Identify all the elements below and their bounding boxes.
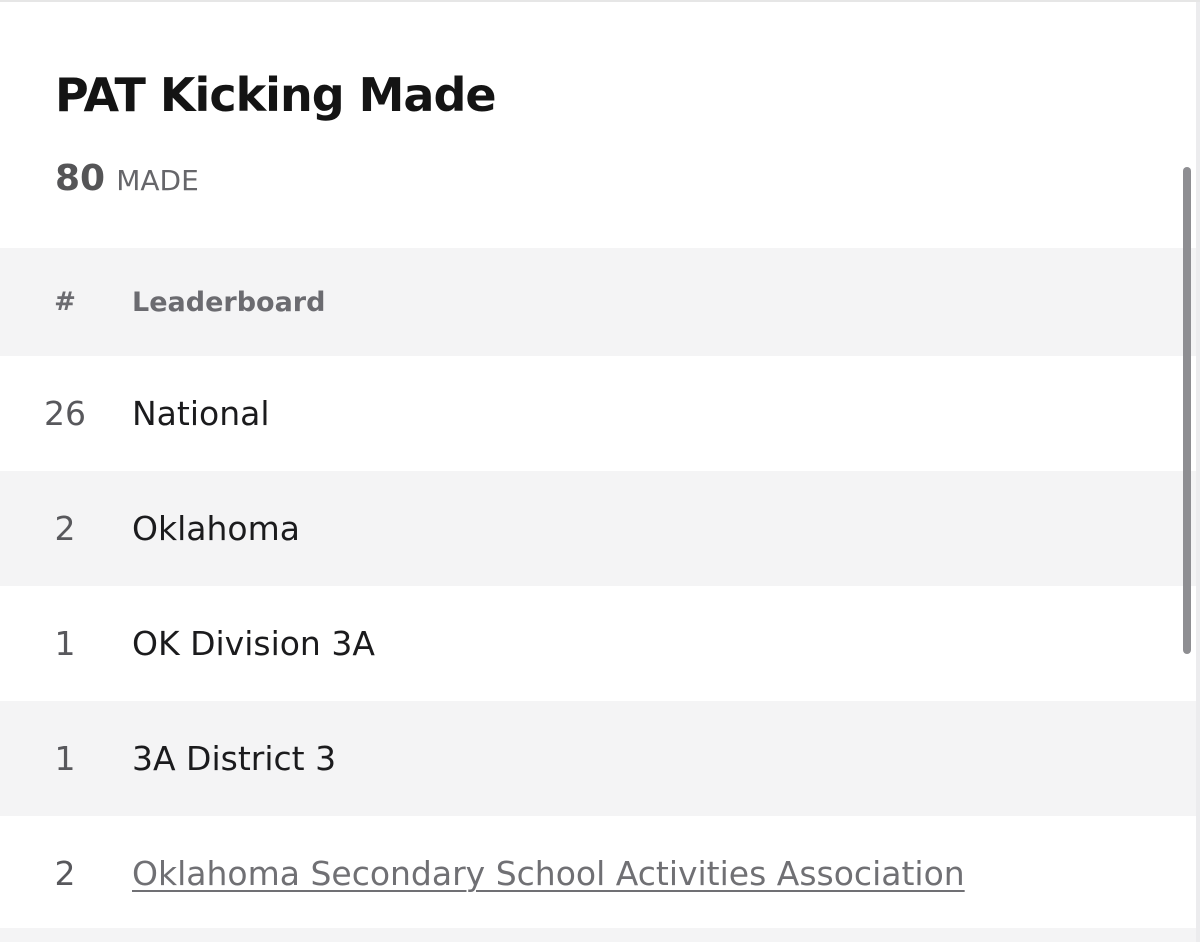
stat-value: 80 (55, 158, 106, 199)
stat-unit: MADE (116, 164, 199, 197)
stat-title: PAT Kicking Made (55, 68, 497, 122)
table-row: 1 OK Division 3A (0, 586, 1200, 701)
stat-header: PAT Kicking Made 80 MADE (0, 2, 1200, 248)
scroll-track (1196, 2, 1200, 942)
association-link[interactable]: Oklahoma Secondary School Activities Ass… (132, 854, 965, 893)
rank-cell: 2 (54, 509, 76, 548)
leaderboard-name-cell: 3A District 3 (132, 739, 337, 778)
scrollbar-thumb[interactable] (1183, 167, 1191, 654)
leaderboard-name-cell: National (132, 394, 270, 433)
leaderboard-table: # Leaderboard 26 National 2 Oklahoma 1 O… (0, 248, 1200, 931)
rank-column-header: # (54, 287, 76, 317)
rank-cell: 26 (44, 394, 86, 433)
rank-cell: 1 (54, 739, 76, 778)
table-row: 26 National (0, 356, 1200, 471)
rank-cell: 1 (54, 624, 76, 663)
table-row: 1 3A District 3 (0, 701, 1200, 816)
table-header-row: # Leaderboard (0, 248, 1200, 356)
leaderboard-name-cell: Oklahoma Secondary School Activities Ass… (132, 816, 965, 931)
leaderboard-column-header: Leaderboard (132, 286, 326, 318)
rank-cell: 2 (54, 854, 76, 893)
leaderboard-name-cell: OK Division 3A (132, 624, 375, 663)
table-row: 2 Oklahoma Secondary School Activities A… (0, 816, 1200, 931)
table-row: 2 Oklahoma (0, 471, 1200, 586)
next-row-stripe (0, 928, 1200, 942)
leaderboard-name-cell: Oklahoma (132, 509, 300, 548)
stat-summary: 80 MADE (55, 158, 199, 199)
